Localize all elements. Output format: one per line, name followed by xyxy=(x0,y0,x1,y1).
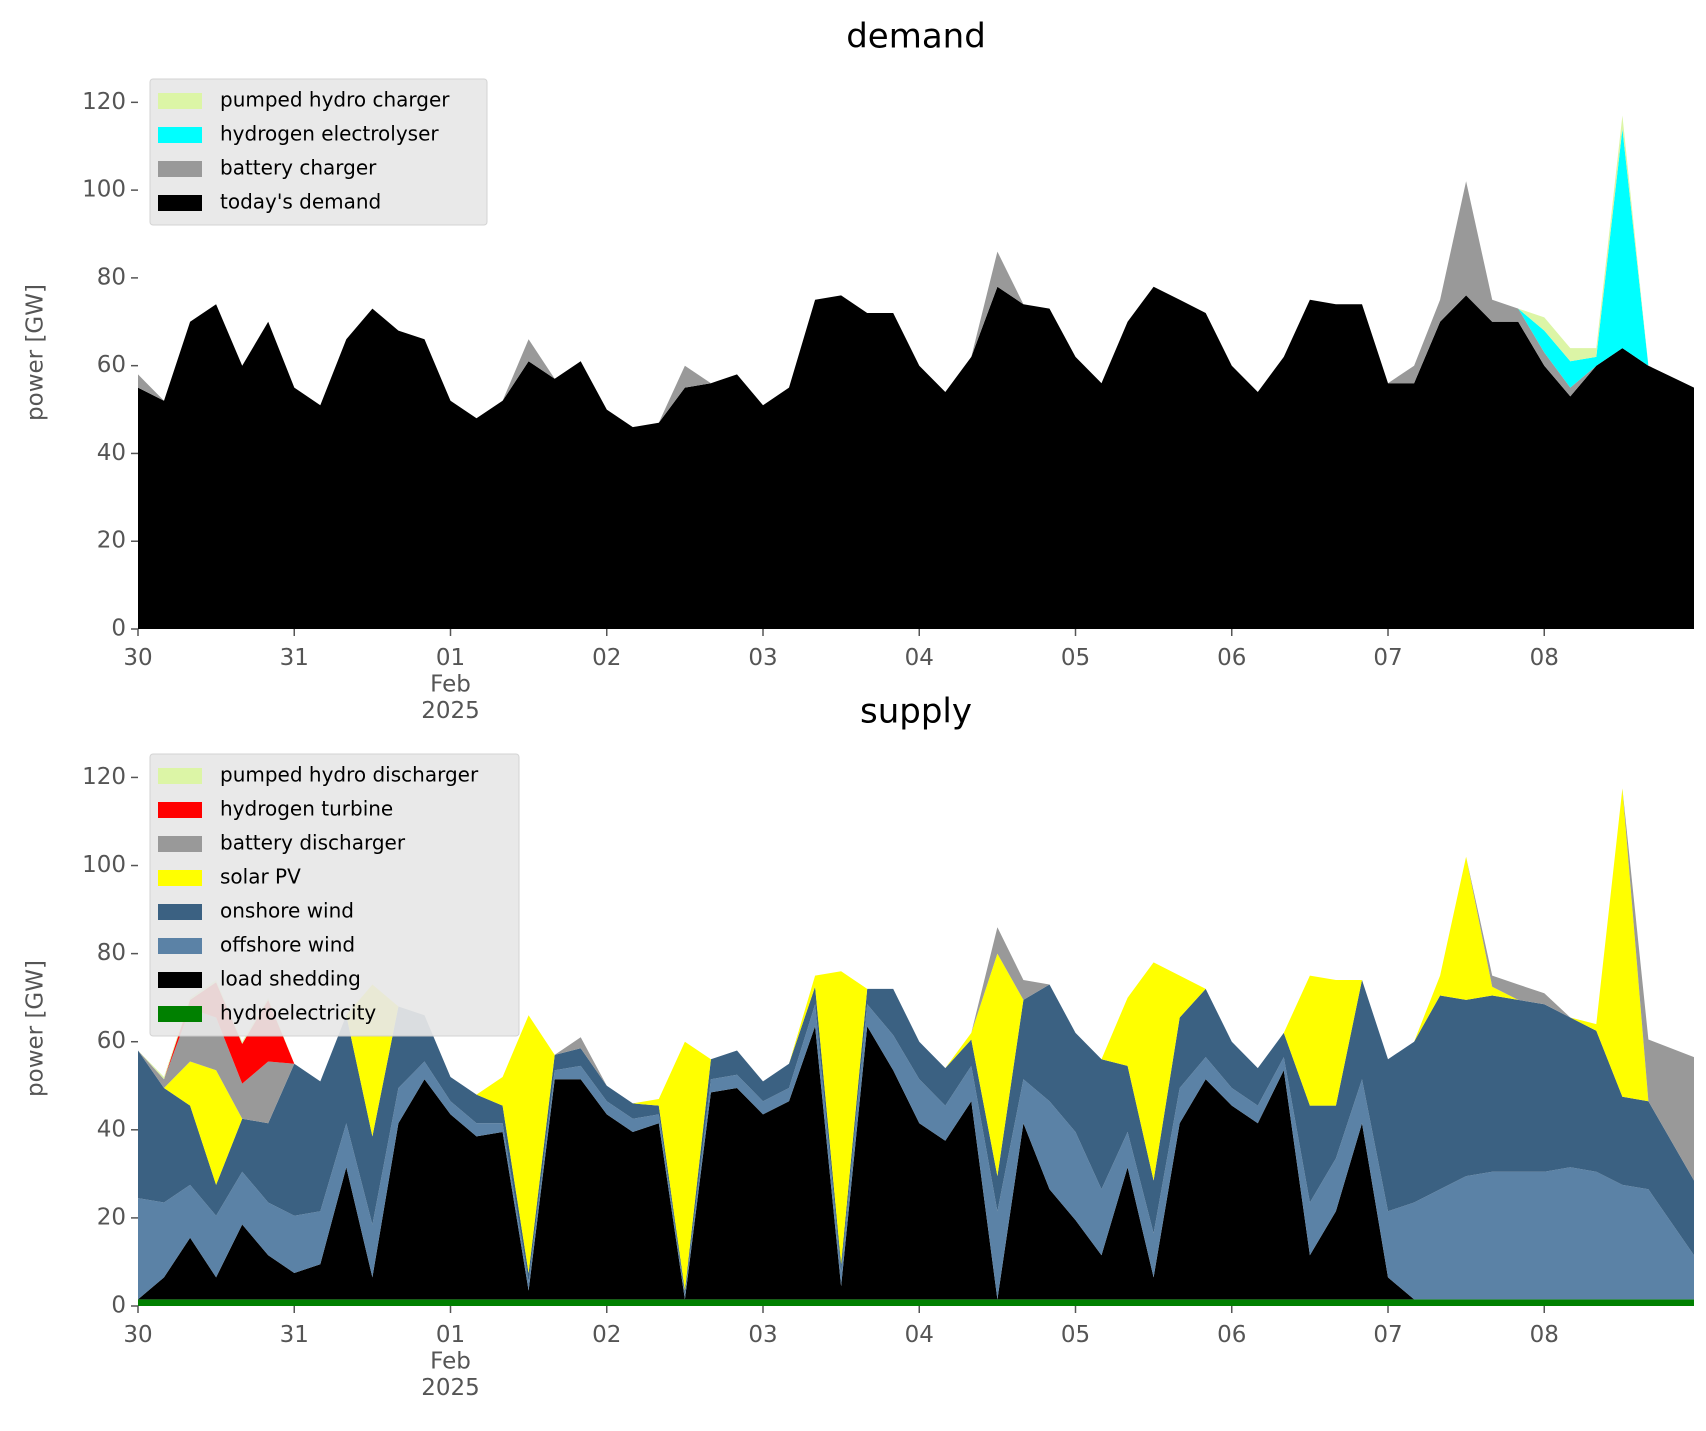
y-tick-label: 80 xyxy=(97,940,126,966)
y-axis-label: power [GW] xyxy=(23,960,49,1097)
x-tick-label: 08 xyxy=(1530,1322,1559,1348)
legend-label: load shedding xyxy=(220,967,361,991)
x-tick-label: 01 Feb 2025 xyxy=(421,1322,480,1401)
area xyxy=(138,980,1694,1295)
legend-label: battery discharger xyxy=(220,831,406,855)
x-tick-label: 03 xyxy=(748,645,777,671)
legend-label: solar PV xyxy=(220,865,301,889)
legend-swatch xyxy=(158,972,202,988)
legend-swatch xyxy=(158,127,202,143)
x-tick-label: 01 Feb 2025 xyxy=(421,645,480,724)
x-tick-label: 06 xyxy=(1217,1322,1246,1348)
legend-swatch xyxy=(158,904,202,920)
y-tick-label: 20 xyxy=(97,1204,126,1230)
y-tick-label: 120 xyxy=(82,89,126,115)
x-tick-label: 02 xyxy=(592,645,621,671)
x-tick-label: 03 xyxy=(748,1322,777,1348)
legend-swatch xyxy=(158,802,202,818)
y-tick-label: 0 xyxy=(111,1293,126,1319)
legend-label: offshore wind xyxy=(220,933,355,957)
legend-label: hydrogen electrolyser xyxy=(220,122,439,146)
y-tick-label: 60 xyxy=(97,352,126,378)
legend-label: hydrogen turbine xyxy=(220,797,393,821)
x-tick-label: 31 xyxy=(280,1322,309,1348)
legend-label: hydroelectricity xyxy=(220,1001,376,1025)
y-tick-label: 100 xyxy=(82,177,126,203)
area xyxy=(138,1004,1694,1300)
x-tick-label: 06 xyxy=(1217,645,1246,671)
area xyxy=(138,286,1694,629)
x-tick-label: 04 xyxy=(905,1322,934,1348)
legend-swatch xyxy=(158,768,202,784)
x-tick-label: 08 xyxy=(1530,645,1559,671)
x-tick-label: 04 xyxy=(905,645,934,671)
legend-swatch xyxy=(158,93,202,109)
x-tick-label: 02 xyxy=(592,1322,621,1348)
legend-swatch xyxy=(158,195,202,211)
legend-label: today's demand xyxy=(220,190,381,214)
x-tick-label: 30 xyxy=(123,1322,152,1348)
chart-title: supply xyxy=(860,692,972,732)
y-tick-label: 0 xyxy=(111,616,126,642)
y-tick-label: 40 xyxy=(97,440,126,466)
legend-swatch xyxy=(158,938,202,954)
legend-box xyxy=(149,753,520,1037)
chart-title: demand xyxy=(846,17,986,57)
legend-label: pumped hydro charger xyxy=(220,88,450,112)
x-tick-label: 31 xyxy=(280,645,309,671)
legend-label: pumped hydro discharger xyxy=(220,763,479,787)
y-tick-label: 20 xyxy=(97,528,126,554)
legend-label: onshore wind xyxy=(220,899,354,923)
legend-swatch xyxy=(158,870,202,886)
legend-box xyxy=(149,78,488,226)
x-tick-label: 05 xyxy=(1061,645,1090,671)
y-tick-label: 40 xyxy=(97,1116,126,1142)
legend-swatch xyxy=(158,161,202,177)
legend-swatch xyxy=(158,836,202,852)
legend-swatch xyxy=(158,1006,202,1022)
y-axis-label: power [GW] xyxy=(23,284,49,421)
x-tick-label: 07 xyxy=(1373,645,1402,671)
y-tick-label: 80 xyxy=(97,264,126,290)
x-tick-label: 05 xyxy=(1061,1322,1090,1348)
area xyxy=(138,1299,1694,1306)
area xyxy=(138,1026,1694,1300)
x-tick-label: 30 xyxy=(123,645,152,671)
area xyxy=(138,788,1694,1291)
x-tick-label: 07 xyxy=(1373,1322,1402,1348)
y-tick-label: 120 xyxy=(82,764,126,790)
y-tick-label: 60 xyxy=(97,1028,126,1054)
y-tick-label: 100 xyxy=(82,852,126,878)
legend-label: battery charger xyxy=(220,156,377,180)
